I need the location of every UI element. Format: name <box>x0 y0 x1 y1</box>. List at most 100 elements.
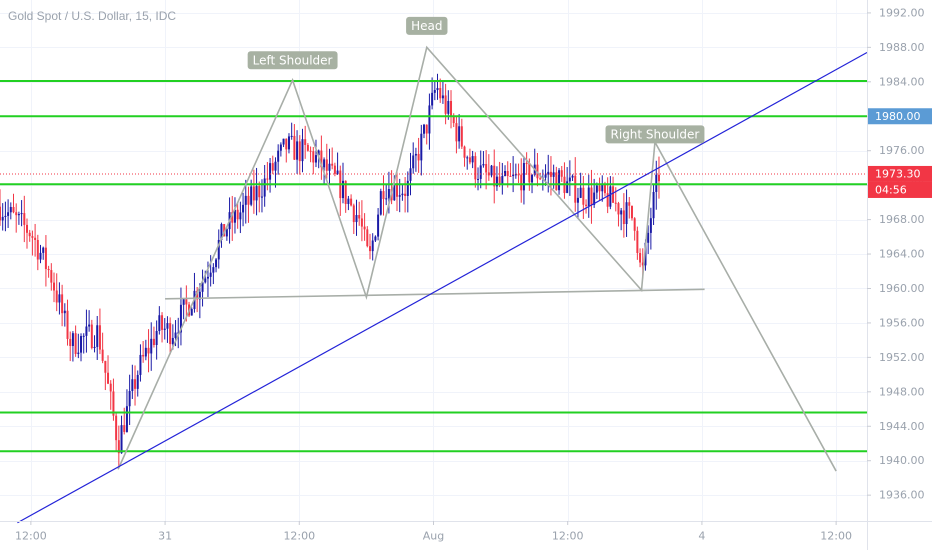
candle-body <box>371 240 374 252</box>
price-tag-text: 04:56 <box>875 183 907 196</box>
candle-body <box>53 282 56 291</box>
candle-body <box>269 163 272 180</box>
candle-body <box>134 379 137 389</box>
candle-body <box>336 170 339 174</box>
candle-body <box>39 252 42 260</box>
candle-body <box>436 88 439 91</box>
candle-body <box>206 276 209 279</box>
candle-body <box>501 175 504 184</box>
candle-body <box>161 315 164 330</box>
candle-body <box>55 290 58 303</box>
candle-body <box>293 135 296 160</box>
annotation-label[interactable]: Left Shoulder <box>247 51 338 70</box>
y-tick-label: 1964.00 <box>879 248 925 261</box>
candle-body <box>420 133 423 161</box>
candle-body <box>47 268 50 271</box>
candle-body <box>301 139 304 162</box>
candle-body <box>406 180 409 196</box>
candle-body <box>471 156 474 163</box>
y-tick-label: 1936.00 <box>879 489 925 502</box>
candle-body <box>504 171 507 176</box>
candle-body <box>120 425 123 454</box>
candle-body <box>304 139 307 145</box>
candle-body <box>69 338 72 347</box>
candle-body <box>485 164 488 173</box>
candle-body <box>606 193 609 207</box>
candle-body <box>552 172 555 177</box>
candle-body <box>82 335 85 337</box>
candle-body <box>549 171 552 177</box>
candle-body <box>136 374 139 389</box>
candle-body <box>152 338 155 345</box>
candle-body <box>328 163 331 171</box>
candle-body <box>320 150 323 168</box>
candle-body <box>350 198 353 206</box>
candle-body <box>366 229 369 247</box>
candle-body <box>614 202 617 204</box>
candle-body <box>539 178 542 180</box>
candle-body <box>225 229 228 237</box>
chart-title: Gold Spot / U.S. Dollar, 15, IDC <box>8 9 177 23</box>
candle-body <box>244 195 247 205</box>
candle-body <box>31 236 34 238</box>
candle-body <box>493 165 496 187</box>
candle-body <box>525 163 528 165</box>
candle-body <box>158 315 161 332</box>
pattern-annotations[interactable]: Left Shoulder Head Right Shoulder <box>247 16 705 144</box>
candle-body <box>622 210 625 225</box>
candle-body <box>355 215 358 223</box>
candle-body <box>603 183 606 194</box>
price-tag: 1980.00 <box>868 108 932 125</box>
candle-body <box>347 198 350 204</box>
x-tick-label: Aug <box>423 530 444 543</box>
candle-body <box>255 186 258 201</box>
horizontal-levels[interactable] <box>0 79 867 453</box>
candle-body <box>163 328 166 330</box>
candle-body <box>498 176 501 184</box>
candle-body <box>115 415 118 441</box>
candle-body <box>401 193 404 196</box>
candle-body <box>104 360 107 373</box>
candle-body <box>495 176 498 187</box>
candle-body <box>344 180 347 204</box>
candle-body <box>77 352 80 354</box>
time-axis[interactable]: 12:00 31 12:00 Aug 12:00 4 12:00 <box>15 521 852 543</box>
candle-body <box>147 347 150 354</box>
ascending-trendline[interactable] <box>17 52 868 524</box>
y-tick-label: 1944.00 <box>879 420 925 433</box>
candle-body <box>212 267 215 273</box>
candle-body <box>360 218 363 227</box>
candle-body <box>42 247 45 253</box>
annotation-label[interactable]: Right Shoulder <box>605 125 705 144</box>
candle-body <box>468 157 471 163</box>
candle-body <box>0 206 1 221</box>
trendline[interactable] <box>17 52 868 524</box>
grid <box>0 0 867 521</box>
candle-body <box>90 324 93 348</box>
x-tick-label: 12:00 <box>552 530 584 543</box>
candle-body <box>182 299 185 305</box>
candle-body <box>296 141 299 160</box>
candle-body <box>590 187 593 205</box>
candle-body <box>285 138 288 150</box>
annotation-text: Right Shoulder <box>611 127 700 141</box>
candle-body <box>101 349 104 361</box>
price-axis[interactable]: 1936.00 1940.00 1944.00 1948.00 1952.00 1956.… <box>867 6 925 502</box>
annotation-label[interactable]: Head <box>406 16 448 35</box>
candle-body <box>425 124 428 134</box>
candle-body <box>377 214 380 237</box>
candle-body <box>574 175 577 203</box>
candle-body <box>417 153 420 161</box>
candle-body <box>331 163 334 166</box>
candle-body <box>171 337 174 345</box>
candle-body <box>466 157 469 159</box>
neckline[interactable] <box>165 288 705 300</box>
candle-body <box>223 224 226 237</box>
candle-body <box>458 126 461 142</box>
candle-body <box>566 181 569 193</box>
candle-body <box>247 195 250 205</box>
candle-body <box>612 186 615 203</box>
candle-body <box>150 338 153 354</box>
